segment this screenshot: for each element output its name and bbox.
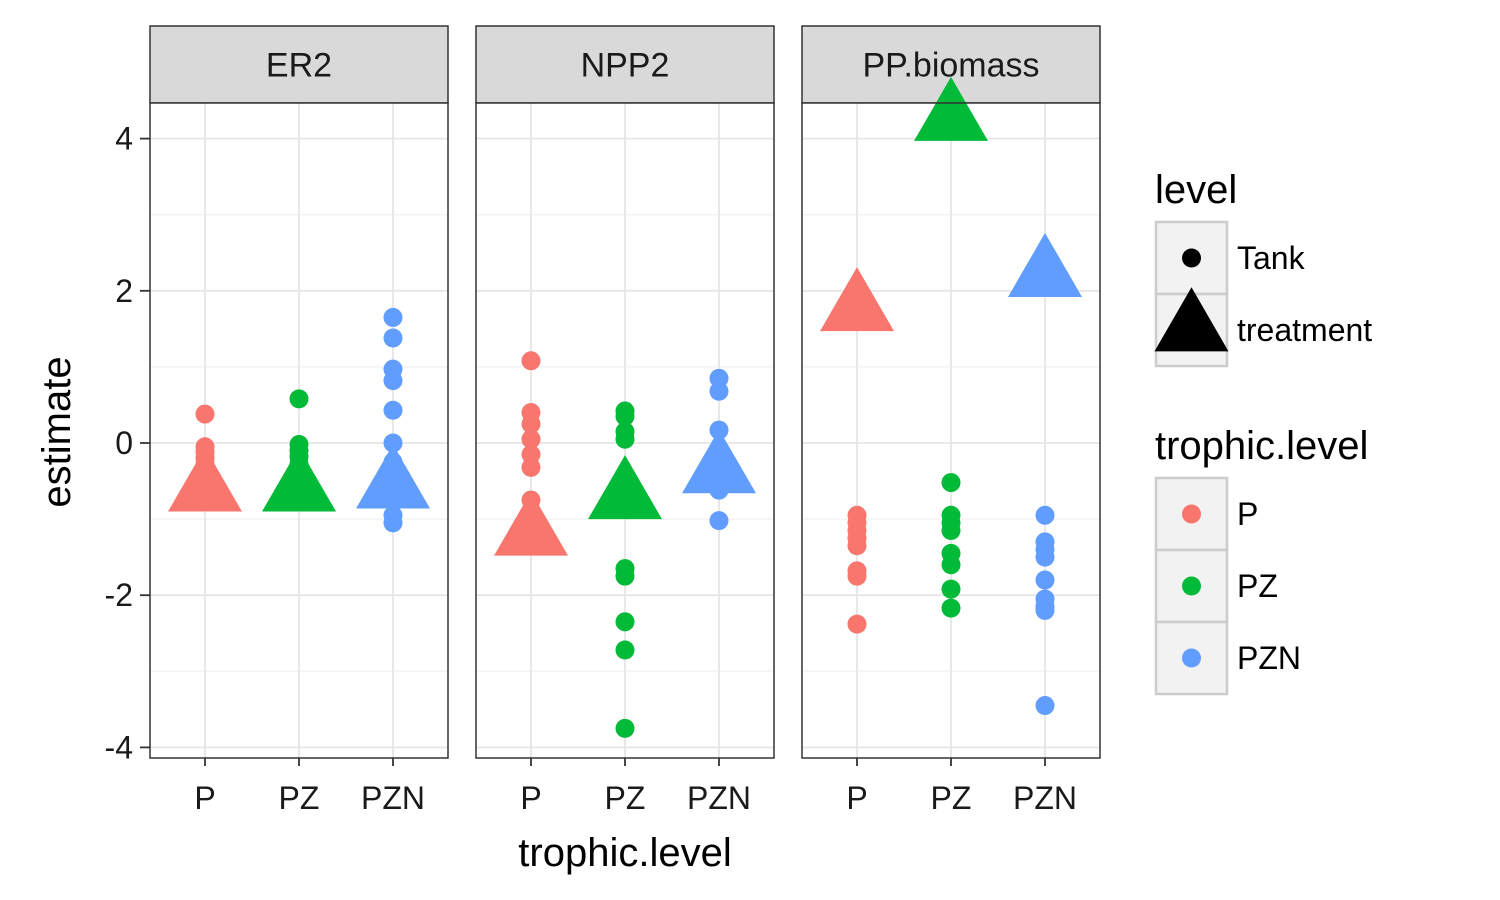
legend-key-triangle — [1154, 287, 1229, 352]
tank-point — [615, 406, 635, 426]
tank-point — [1035, 547, 1055, 567]
tank-point — [521, 414, 541, 434]
legend-label: PZN — [1237, 640, 1301, 676]
tank-point — [847, 614, 867, 634]
tank-point — [383, 513, 403, 533]
tank-point — [1035, 696, 1055, 716]
tank-point — [615, 718, 635, 738]
x-tick-label: PZN — [1013, 780, 1077, 816]
y-tick-label: 2 — [115, 273, 133, 309]
tank-point — [383, 433, 403, 453]
treatment-point — [356, 444, 430, 509]
treatment-point — [820, 267, 894, 332]
facet-strip-label: ER2 — [266, 47, 332, 85]
y-axis-title: estimate — [35, 356, 79, 507]
tank-point — [383, 371, 403, 391]
tank-point — [941, 473, 961, 493]
x-tick-label: PZ — [279, 780, 320, 816]
treatment-point — [588, 455, 662, 520]
tank-point — [941, 555, 961, 575]
tank-point — [383, 307, 403, 327]
x-axis-title: trophic.level — [518, 831, 731, 875]
tank-point — [383, 328, 403, 348]
x-tick-label: P — [520, 780, 541, 816]
tank-point — [615, 566, 635, 586]
legend-key-point — [1182, 248, 1201, 268]
tank-point — [521, 457, 541, 477]
treatment-point — [914, 76, 988, 141]
tank-point — [195, 404, 215, 424]
legend-key-point — [1182, 648, 1201, 668]
treatment-point — [168, 447, 242, 512]
tank-point — [383, 400, 403, 420]
tank-point — [1035, 505, 1055, 525]
treatment-point — [494, 491, 568, 556]
facet-strip-label: NPP2 — [581, 47, 670, 85]
legend-label: PZ — [1237, 568, 1278, 604]
y-tick-label: 0 — [115, 425, 133, 461]
x-tick-label: P — [194, 780, 215, 816]
tank-point — [847, 536, 867, 556]
treatment-point — [682, 429, 756, 494]
tank-point — [941, 598, 961, 618]
legend-key-point — [1182, 576, 1201, 596]
tank-point — [847, 566, 867, 586]
facet-panel: ER2 P PZ PZN — [149, 25, 449, 816]
tank-point — [709, 511, 729, 531]
tank-point — [941, 521, 961, 541]
tank-point — [289, 389, 309, 409]
x-tick-label: PZN — [361, 780, 425, 816]
facet-strip — [475, 25, 775, 104]
tank-point — [615, 612, 635, 632]
legend-title: trophic.level — [1155, 424, 1368, 468]
y-tick-label: -4 — [105, 729, 133, 765]
tank-point — [615, 640, 635, 660]
tank-point — [1035, 600, 1055, 620]
tank-point — [709, 381, 729, 401]
legend-title: level — [1155, 168, 1237, 212]
x-tick-label: PZN — [687, 780, 751, 816]
tank-point — [1035, 570, 1055, 590]
legend-label: Tank — [1237, 240, 1306, 276]
legend-key-point — [1182, 504, 1201, 524]
tank-point — [615, 429, 635, 449]
treatment-point — [1008, 232, 1082, 297]
tank-point — [521, 429, 541, 449]
facet-panel: NPP2 P PZ PZN — [475, 25, 775, 816]
y-axis: 4 2 0 -2 -4 — [105, 121, 150, 765]
y-tick-label: 4 — [115, 121, 133, 157]
y-tick-label: -2 — [105, 577, 133, 613]
legend-label: P — [1237, 496, 1258, 532]
legend-label: treatment — [1237, 312, 1372, 348]
treatment-point — [262, 447, 336, 512]
facet-strip — [149, 25, 449, 104]
x-tick-label: PZ — [931, 780, 972, 816]
x-tick-label: PZ — [605, 780, 646, 816]
x-tick-label: P — [846, 780, 867, 816]
tank-point — [941, 579, 961, 599]
tank-point — [521, 351, 541, 371]
